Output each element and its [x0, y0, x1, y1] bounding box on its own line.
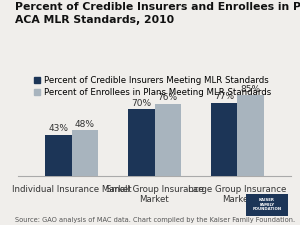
Text: 70%: 70%	[131, 99, 151, 108]
Text: Source: GAO analysis of MAC data. Chart compiled by the Kaiser Family Foundation: Source: GAO analysis of MAC data. Chart …	[15, 217, 295, 223]
Bar	[211, 103, 237, 176]
Text: Percent of Credible Insurers and Enrollees in Plans Meeting
ACA MLR Standards, 2: Percent of Credible Insurers and Enrolle…	[15, 2, 300, 25]
Bar	[45, 135, 72, 176]
Text: 48%: 48%	[75, 120, 95, 129]
Text: 85%: 85%	[240, 85, 260, 94]
Legend: Percent of Credible Insurers Meeting MLR Standards, Percent of Enrollees in Plan: Percent of Credible Insurers Meeting MLR…	[34, 76, 271, 97]
Bar	[72, 130, 98, 176]
Text: 76%: 76%	[158, 93, 178, 102]
Bar	[237, 95, 264, 176]
Text: 43%: 43%	[49, 124, 68, 133]
Text: 77%: 77%	[214, 92, 234, 101]
Bar	[128, 109, 154, 176]
Text: KAISER
FAMILY
FOUNDATION: KAISER FAMILY FOUNDATION	[252, 198, 282, 211]
Bar	[154, 104, 181, 176]
